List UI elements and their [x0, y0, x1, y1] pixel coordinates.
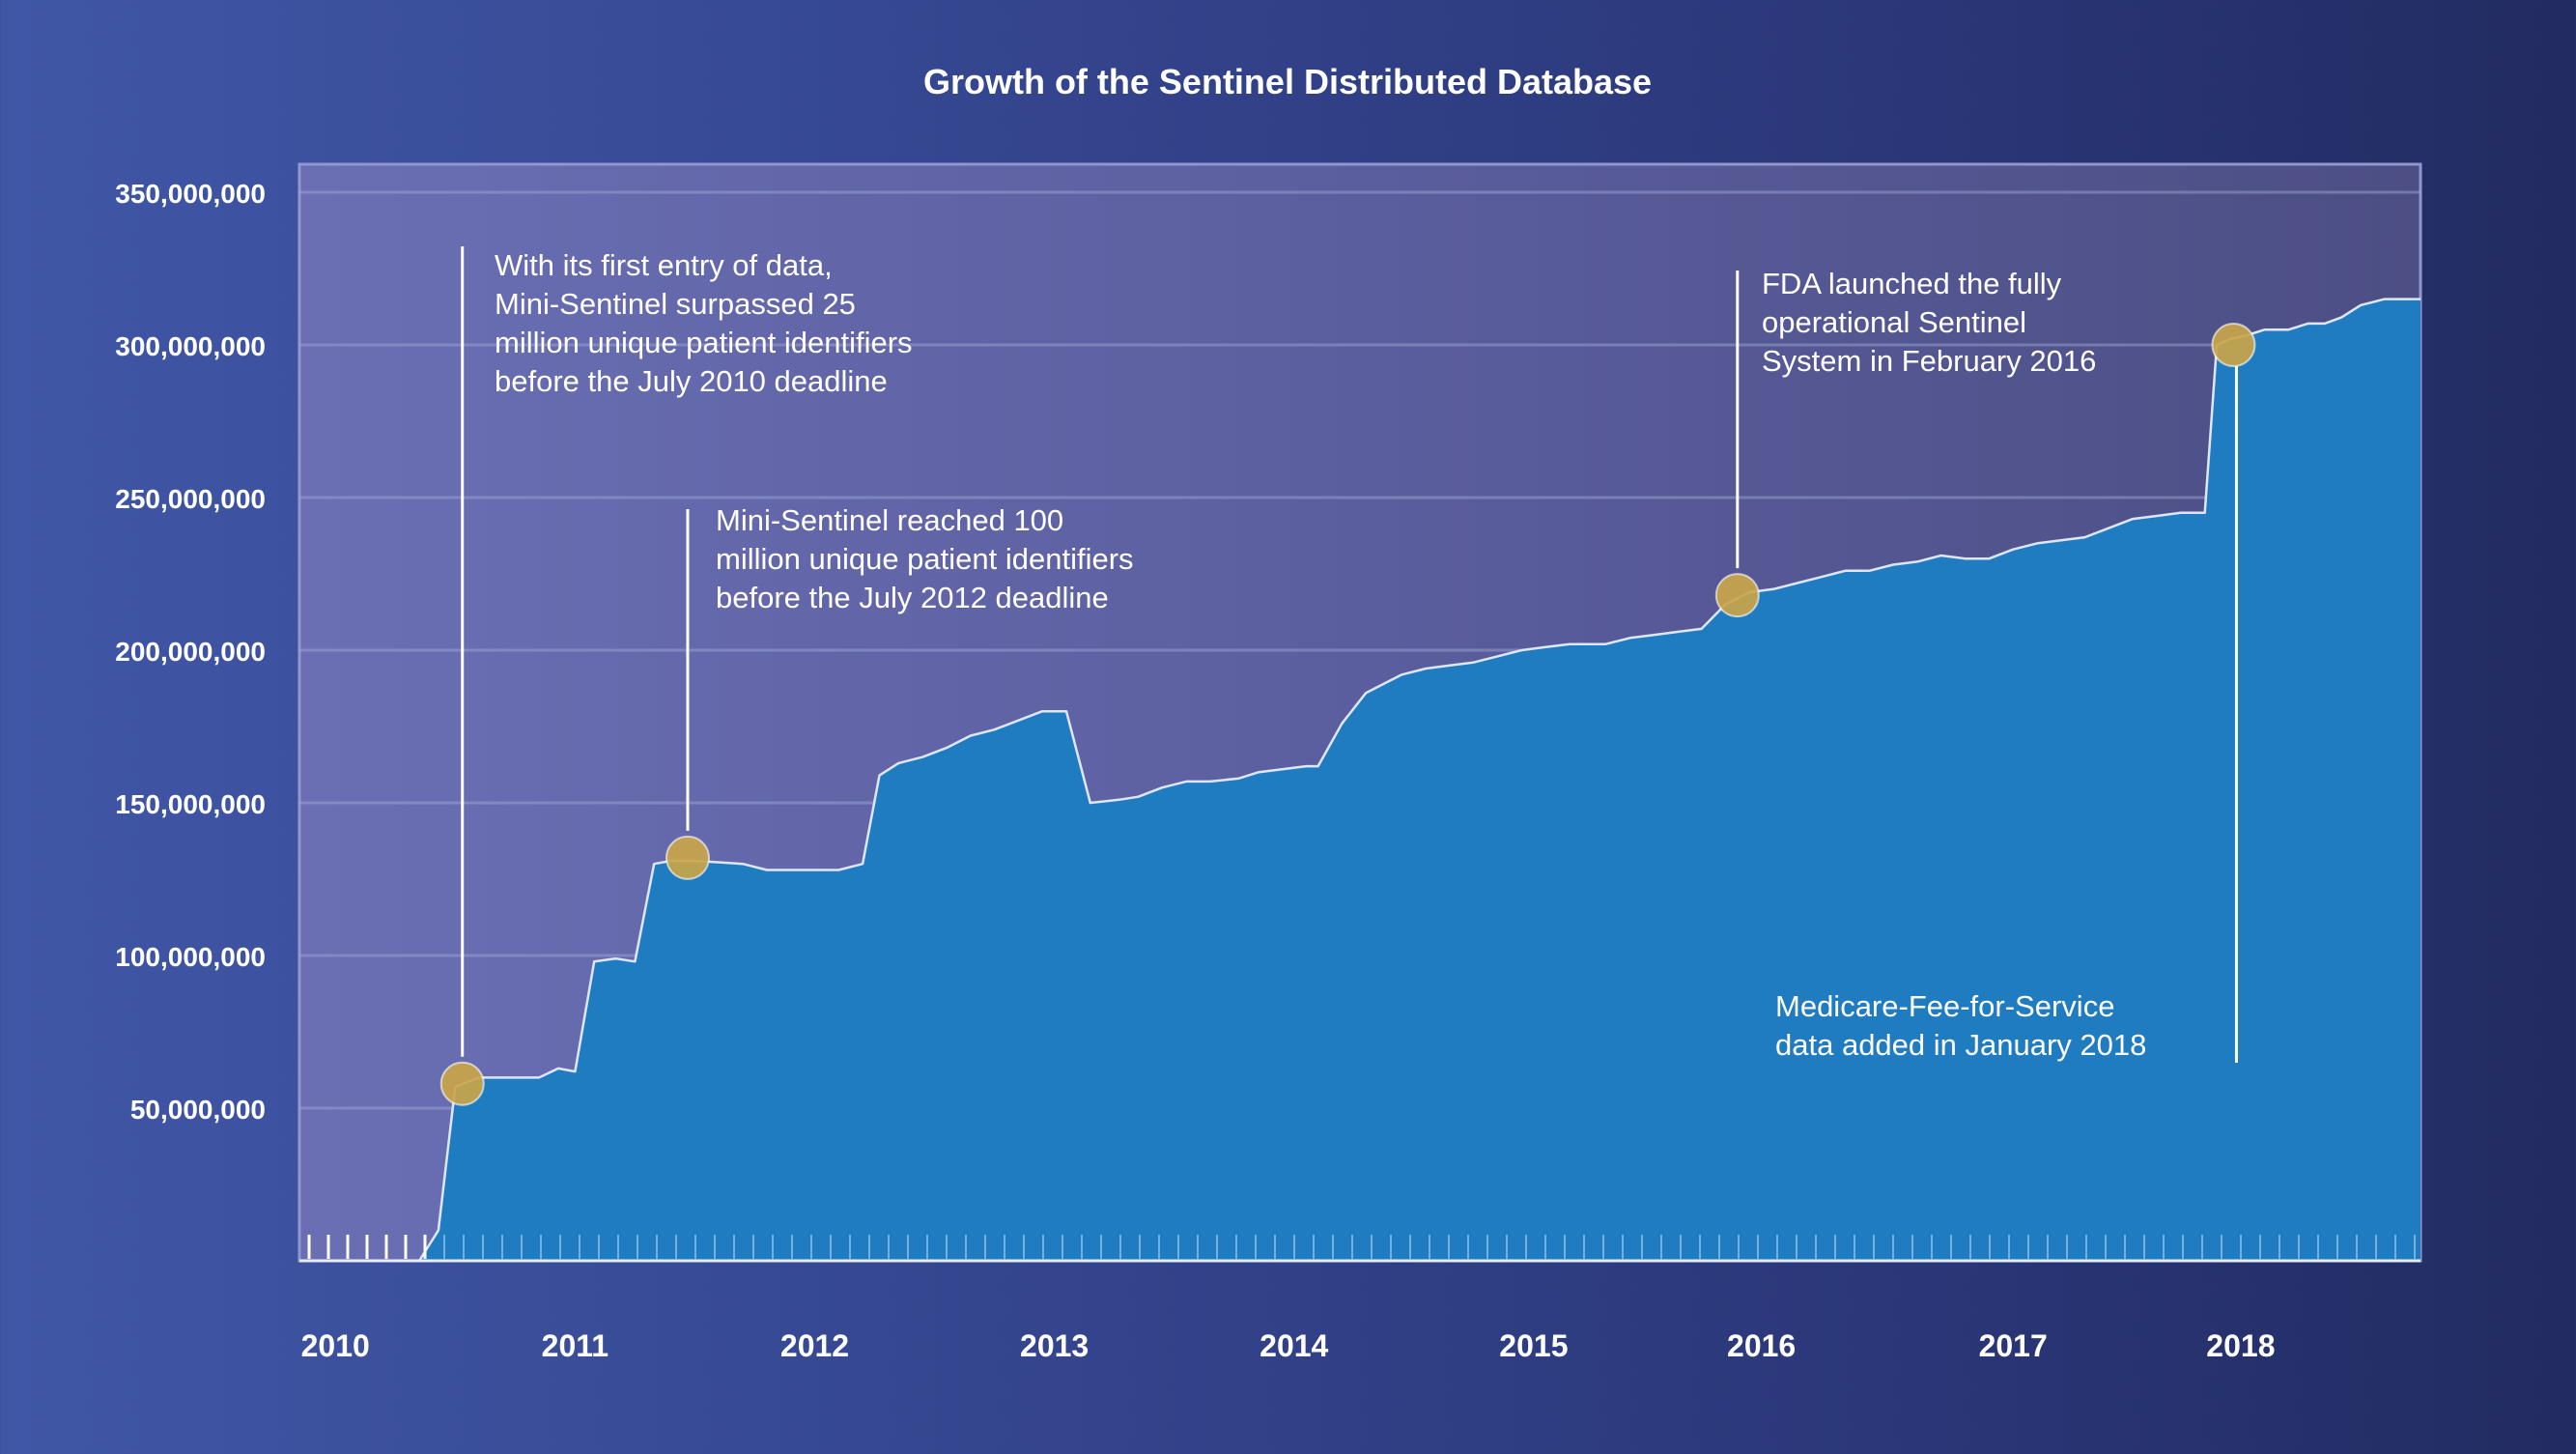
milestone-marker	[439, 1061, 485, 1106]
x-tick-label: 2010	[301, 1328, 370, 1363]
annotation-text: With its first entry of data, Mini-Sentin…	[495, 248, 913, 398]
y-tick-label: 250,000,000	[115, 484, 266, 514]
x-tick-label: 2013	[1020, 1328, 1089, 1363]
annotation-line: System in February 2016	[1762, 344, 2096, 378]
x-tick-label: 2015	[1499, 1328, 1568, 1363]
annotation-line: before the July 2010 deadline	[495, 364, 888, 398]
milestone-marker	[665, 835, 710, 880]
annotation-line: million unique patient identifiers	[716, 542, 1134, 576]
x-tick-label: 2017	[1979, 1328, 2048, 1363]
y-tick-label: 350,000,000	[115, 179, 266, 209]
annotation-line: Mini-Sentinel reached 100	[716, 503, 1063, 537]
annotation-line: data added in January 2018	[1775, 1028, 2146, 1062]
annotation-text: FDA launched the fully operational Sentin…	[1762, 267, 2096, 378]
annotation-leaders	[461, 246, 2238, 1063]
y-tick-label: 300,000,000	[115, 331, 266, 361]
x-tick-label: 2011	[542, 1328, 609, 1363]
annotation-line: before the July 2012 deadline	[716, 581, 1109, 614]
x-tick-label: 2018	[2206, 1328, 2275, 1363]
annotation-text: Medicare-Fee-for-Service data added in Ja…	[1775, 989, 2146, 1062]
x-tick-label: 2012	[780, 1328, 849, 1363]
annotation-line: operational Sentinel	[1762, 305, 2026, 339]
annotation-text: Mini-Sentinel reached 100 million unique …	[716, 503, 1134, 614]
annotation-line: With its first entry of data,	[495, 248, 833, 282]
annotations: With its first entry of data, Mini-Sentin…	[495, 248, 2146, 1062]
annotation-line: Medicare-Fee-for-Service	[1775, 989, 2114, 1023]
x-axis-labels: 2010 2011 2012 2013 2014 2015 2016 2017 2018	[301, 1328, 2276, 1363]
y-tick-label: 50,000,000	[130, 1095, 266, 1125]
milestone-markers	[439, 323, 2256, 1106]
annotation-line: Mini-Sentinel surpassed 25	[495, 287, 856, 321]
series-line	[299, 298, 2420, 1263]
y-tick-label: 150,000,000	[115, 789, 266, 819]
milestone-marker	[2211, 323, 2256, 367]
x-tick-label: 2014	[1260, 1328, 1328, 1363]
data-area	[299, 298, 2420, 1263]
y-tick-label: 200,000,000	[115, 637, 266, 667]
annotation-line: FDA launched the fully	[1762, 267, 2062, 300]
y-axis-labels: 50,000,000 100,000,000 150,000,000 200,000,…	[115, 179, 266, 1125]
annotation-line: million unique patient identifiers	[495, 326, 913, 359]
x-tick-label: 2016	[1727, 1328, 1796, 1363]
milestone-marker	[1714, 573, 1760, 618]
y-tick-label: 100,000,000	[115, 942, 266, 972]
chart-title: Growth of the Sentinel Distributed Datab…	[923, 62, 1652, 101]
series-area	[299, 299, 2420, 1262]
x-minor-ticks	[307, 1235, 2416, 1259]
